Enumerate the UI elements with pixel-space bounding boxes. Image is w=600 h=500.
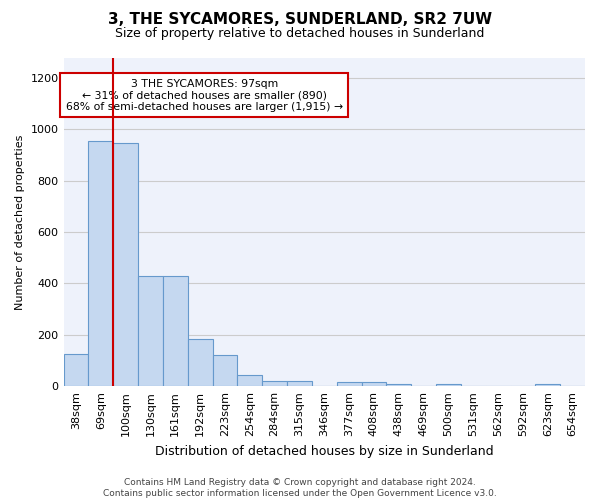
Bar: [386, 384, 411, 386]
X-axis label: Distribution of detached houses by size in Sunderland: Distribution of detached houses by size …: [155, 444, 494, 458]
Y-axis label: Number of detached properties: Number of detached properties: [15, 134, 25, 310]
Text: 3 THE SYCAMORES: 97sqm
← 31% of detached houses are smaller (890)
68% of semi-de: 3 THE SYCAMORES: 97sqm ← 31% of detached…: [66, 79, 343, 112]
Bar: [535, 384, 560, 386]
Bar: [113, 143, 138, 386]
Bar: [337, 382, 362, 386]
Bar: [64, 354, 88, 386]
Bar: [138, 276, 163, 386]
Bar: [262, 381, 287, 386]
Bar: [238, 375, 262, 386]
Text: Size of property relative to detached houses in Sunderland: Size of property relative to detached ho…: [115, 28, 485, 40]
Bar: [436, 384, 461, 386]
Bar: [88, 141, 113, 386]
Text: 3, THE SYCAMORES, SUNDERLAND, SR2 7UW: 3, THE SYCAMORES, SUNDERLAND, SR2 7UW: [108, 12, 492, 28]
Bar: [212, 356, 238, 386]
Bar: [362, 382, 386, 386]
Bar: [287, 381, 312, 386]
Bar: [188, 338, 212, 386]
Bar: [163, 276, 188, 386]
Text: Contains HM Land Registry data © Crown copyright and database right 2024.
Contai: Contains HM Land Registry data © Crown c…: [103, 478, 497, 498]
